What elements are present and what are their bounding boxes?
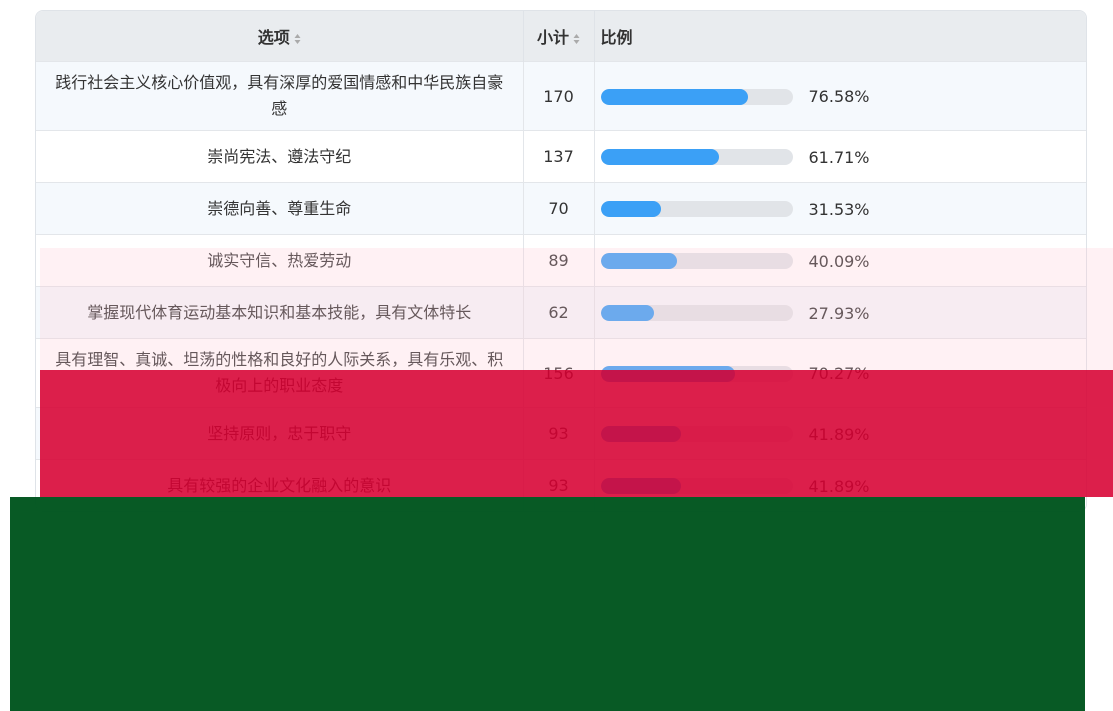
count-cell: 170 — [523, 61, 595, 131]
sort-icon — [294, 33, 301, 44]
bar-fill — [600, 149, 719, 165]
bar-track — [600, 305, 793, 321]
percent-label: 76.58% — [808, 87, 870, 106]
option-cell: 崇尚宪法、遵法守纪 — [36, 130, 524, 183]
percent-cell: 76.58% — [594, 61, 1086, 131]
count-cell: 137 — [523, 130, 595, 183]
option-cell: 践行社会主义核心价值观，具有深厚的爱国情感和中华民族自豪感 — [36, 61, 524, 131]
table-row: 诚实守信、热爱劳动 89 40.09% — [36, 234, 1086, 287]
table-row: 践行社会主义核心价值观，具有深厚的爱国情感和中华民族自豪感 170 76.58% — [36, 61, 1086, 131]
header-row: 选项 小计 比例 — [36, 11, 1086, 62]
bar-fill — [600, 201, 662, 217]
percent-label: 27.93% — [808, 303, 870, 323]
header-text: 比例 — [600, 28, 633, 47]
bar-track — [600, 201, 793, 217]
header-text: 小计 — [536, 28, 569, 47]
option-cell: 崇德向善、尊重生命 — [36, 182, 524, 235]
header-cell[interactable]: 选项 — [36, 11, 524, 62]
sort-icon — [573, 33, 580, 44]
count-cell: 62 — [523, 286, 595, 339]
header-cell[interactable]: 小计 — [523, 11, 595, 62]
option-cell: 掌握现代体育运动基本知识和基本技能，具有文体特长 — [36, 286, 524, 339]
count-cell: 89 — [523, 234, 595, 287]
percent-cell: 61.71% — [594, 130, 1086, 183]
percent-cell: 40.09% — [594, 234, 1086, 287]
bar-track — [600, 253, 793, 269]
bar-track — [600, 149, 793, 165]
table-row: 崇德向善、尊重生命 70 31.53% — [36, 182, 1086, 235]
table-row: 崇尚宪法、遵法守纪 137 61.71% — [36, 130, 1086, 183]
bar-fill — [600, 305, 655, 321]
count-cell: 70 — [523, 182, 595, 235]
glitch-overlay — [10, 497, 1085, 711]
percent-label: 40.09% — [808, 251, 870, 271]
glitch-overlay — [40, 248, 1113, 370]
glitch-overlay — [40, 370, 1113, 497]
percent-cell: 31.53% — [594, 182, 1086, 235]
percent-label: 61.71% — [808, 147, 870, 167]
bar-track — [600, 88, 793, 105]
bar-fill — [600, 253, 678, 269]
table-row: 掌握现代体育运动基本知识和基本技能，具有文体特长 62 27.93% — [36, 286, 1086, 339]
percent-label: 31.53% — [808, 199, 870, 219]
percent-cell: 27.93% — [594, 286, 1086, 339]
header-text: 选项 — [257, 28, 290, 47]
bar-fill — [600, 88, 748, 105]
header-cell: 比例 — [594, 11, 1086, 62]
option-cell: 诚实守信、热爱劳动 — [36, 234, 524, 287]
